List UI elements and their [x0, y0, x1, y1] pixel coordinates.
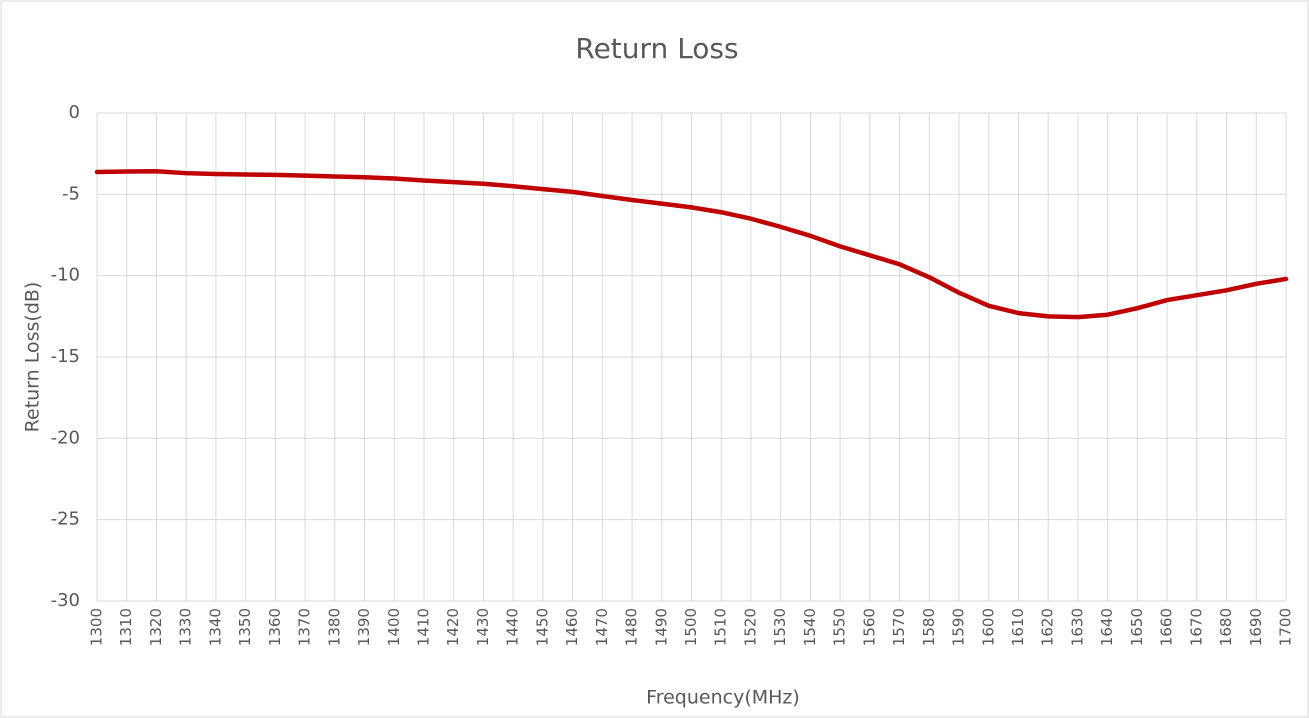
x-tick-label: 1400	[385, 608, 403, 646]
x-tick-label: 1690	[1247, 608, 1265, 646]
x-tick-label: 1470	[593, 608, 611, 646]
y-tick-label: -10	[51, 265, 80, 286]
y-tick-label: -15	[51, 346, 80, 367]
x-tick-label: 1680	[1217, 608, 1235, 646]
x-tick-label: 1420	[444, 608, 462, 646]
x-tick-label: 1440	[504, 608, 522, 646]
x-tick-label: 1480	[623, 608, 641, 646]
x-tick-label: 1310	[117, 608, 135, 646]
x-tick-label: 1630	[1068, 608, 1086, 646]
x-tick-label: 1510	[712, 608, 730, 646]
y-tick-label: -30	[51, 590, 80, 611]
chart-title: Return Loss	[575, 32, 738, 65]
y-tick-label: 0	[69, 102, 80, 123]
x-tick-label: 1460	[563, 608, 581, 646]
y-tick-label: -5	[62, 183, 80, 204]
x-tick-label: 1380	[325, 608, 343, 646]
x-tick-label: 1540	[801, 608, 819, 646]
x-tick-label: 1660	[1158, 608, 1176, 646]
y-tick-label: -25	[51, 509, 80, 530]
x-tick-label: 1500	[682, 608, 700, 646]
x-tick-label: 1320	[147, 608, 165, 646]
x-tick-label: 1640	[1098, 608, 1116, 646]
x-tick-label: 1550	[831, 608, 849, 646]
x-tick-label: 1350	[236, 608, 254, 646]
y-axis-label: Return Loss(dB)	[22, 282, 44, 433]
x-tick-label: 1410	[414, 608, 432, 646]
x-tick-label: 1330	[177, 608, 195, 646]
x-tick-label: 1600	[979, 608, 997, 646]
x-tick-label: 1430	[474, 608, 492, 646]
x-tick-label: 1360	[266, 608, 284, 646]
x-axis-label: Frequency(MHz)	[646, 687, 800, 709]
x-tick-label: 1530	[771, 608, 789, 646]
x-tick-label: 1370	[296, 608, 314, 646]
x-tick-label: 1340	[206, 608, 224, 646]
line	[94, 168, 1289, 320]
x-tick-label: 1560	[860, 608, 878, 646]
x-tick-label: 1580	[920, 608, 938, 646]
x-tick-label: 1300	[88, 608, 106, 646]
x-tick-label: 1570	[890, 608, 908, 646]
x-tick-label: 1390	[355, 608, 373, 646]
x-tick-label: 1650	[1128, 608, 1146, 646]
x-tick-label: 1700	[1277, 608, 1295, 646]
y-tick-label: -20	[51, 427, 80, 448]
x-tick-label: 1620	[1039, 608, 1057, 646]
x-tick-label: 1670	[1187, 608, 1205, 646]
x-tick-label: 1590	[950, 608, 968, 646]
x-tick-label: 1520	[741, 608, 759, 646]
x-tick-label: 1610	[1009, 608, 1027, 646]
x-tick-label: 1450	[533, 608, 551, 646]
x-tick-label: 1490	[652, 608, 670, 646]
